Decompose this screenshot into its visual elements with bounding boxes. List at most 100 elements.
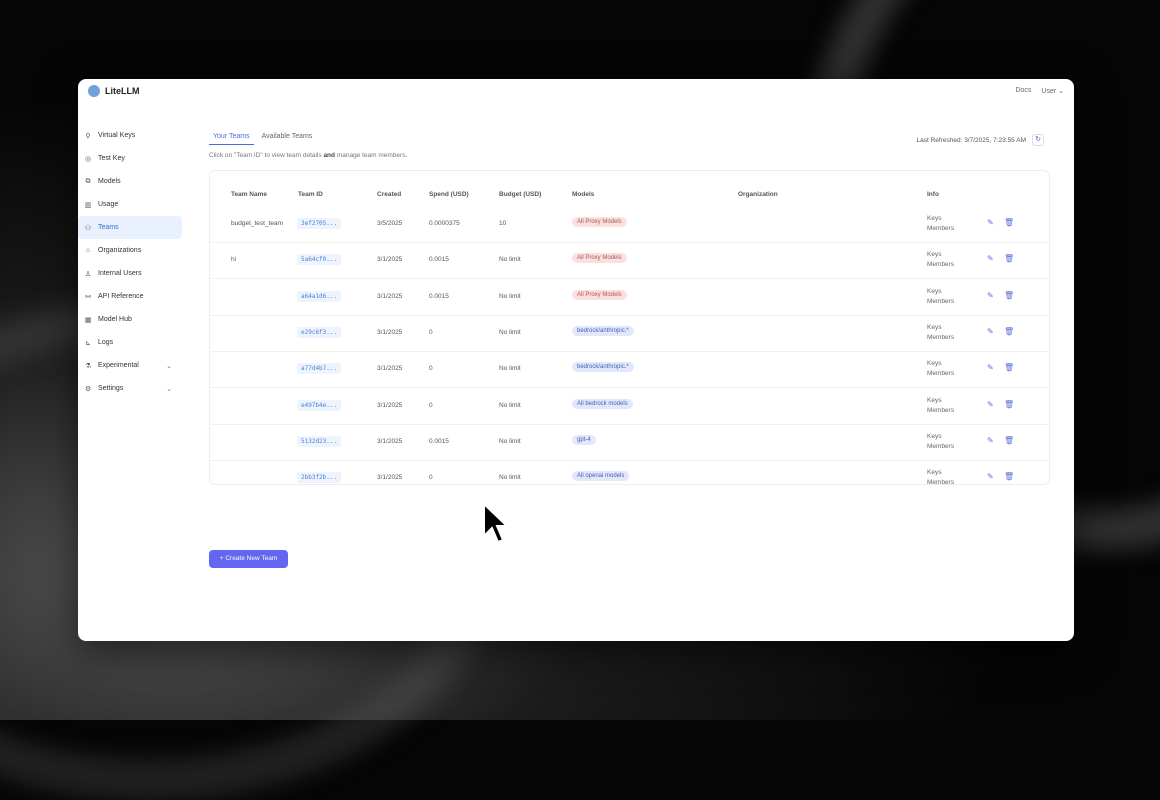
sidebar-item-label: Experimental [98,362,139,369]
team-id-link[interactable]: a64a1d6... [297,290,342,302]
line-chart-icon: ⊾ [85,339,91,347]
grid-icon: ▦ [84,316,92,324]
models-icon: ⧉ [85,177,91,185]
sidebar: ⚲ Virtual Keys ◎ Test Key ⧉ Models ▥ Usage ⚇ Team… [78,124,182,400]
sidebar-item-label: Virtual Keys [98,132,136,139]
docs-link[interactable]: Docs [1015,87,1032,94]
created: 3/5/2025 [377,220,403,227]
trash-icon[interactable]: 🗑 [1004,363,1015,373]
team-id-link[interactable]: 5a64cf0... [297,254,342,266]
spend: 0.0015 [429,256,449,264]
edit-icon[interactable]: ✎ [987,435,994,445]
spend: 0.0000375 [429,220,460,227]
trash-icon[interactable]: 🗑 [1004,399,1015,409]
col-budget: Budget (USD) [499,191,542,198]
team-id-link[interactable]: 2bb3f2b... [297,472,342,484]
sidebar-item-internal-users[interactable]: ♙ Internal Users [78,262,182,285]
col-spend: Spend (USD) [429,191,469,198]
edit-icon[interactable]: ✎ [987,254,994,264]
keys-label: Keys [927,251,942,259]
tab-available-teams[interactable]: Available Teams [261,133,313,140]
sidebar-item-label: Internal Users [98,270,142,277]
members-label: Members [927,370,955,378]
budget: No limit [499,474,521,482]
edit-icon[interactable]: ✎ [987,326,994,336]
sidebar-item-logs[interactable]: ⊾ Logs [78,331,182,354]
sidebar-item-settings[interactable]: ⚙ Settings ⌄ [78,377,182,400]
sidebar-item-virtual-keys[interactable]: ⚲ Virtual Keys [78,124,182,147]
members-label: Members [927,297,955,305]
trash-icon[interactable]: 🗑 [1004,254,1015,264]
sidebar-item-experimental[interactable]: ⚗ Experimental ⌄ [78,354,182,377]
table-row: 2bb3f2b... 3/1/2025 0 No limit All opena… [210,461,1049,485]
app-window: LiteLLM Docs User ⌄ ⚲ Virtual Keys ◎ Test K… [78,79,1074,641]
sidebar-item-model-hub[interactable]: ▦ Model Hub [78,308,182,331]
keys-label: Keys [927,469,942,477]
info: Keys Members [927,396,954,416]
keys-label: Keys [927,287,942,295]
sidebar-item-label: Models [98,178,121,185]
team-id-link[interactable]: a77d4b7... [297,363,342,375]
mouse-cursor-icon [483,502,508,544]
keys-label: Keys [927,215,942,222]
sidebar-item-test-key[interactable]: ◎ Test Key [78,147,182,170]
team-id-link[interactable]: e29c6f3... [297,326,342,338]
user-icon: ♙ [84,270,92,278]
sidebar-item-usage[interactable]: ▥ Usage [78,193,182,216]
keys-label: Keys [927,323,942,331]
user-menu[interactable]: User ⌄ [1041,87,1064,95]
table-row: e497b4e... 3/1/2025 0 No limit All bedro… [210,389,1049,425]
last-refreshed: Last Refreshed: 3/7/2025, 7:23:55 AM [916,136,1027,144]
create-new-team-button[interactable]: + Create New Team [209,550,288,568]
flask-icon: ⚗ [84,362,92,370]
sidebar-item-api-reference[interactable]: ⚯ API Reference [78,285,182,308]
info: Keys Members [927,214,954,234]
info: Keys Members [927,432,954,452]
trash-icon[interactable]: 🗑 [1004,472,1015,482]
created: 3/1/2025 [377,401,403,409]
trash-icon[interactable]: 🗑 [1004,218,1015,227]
budget: No limit [499,365,521,373]
col-models: Models [572,191,595,198]
sidebar-item-label: Teams [98,224,119,231]
edit-icon[interactable]: ✎ [987,399,994,409]
team-id-link[interactable]: 5132d23... [297,435,342,447]
created: 3/1/2025 [377,328,403,336]
sidebar-item-label: Organizations [98,247,142,254]
budget: No limit [499,292,521,300]
members-label: Members [927,442,955,450]
refresh-button[interactable]: ↻ [1032,134,1044,146]
trash-icon[interactable]: 🗑 [1004,326,1015,336]
members-label: Members [927,261,955,269]
trash-icon[interactable]: 🗑 [1004,435,1015,445]
members-label: Members [927,479,955,485]
model-badge: bedrock/anthropic.* [572,325,634,336]
team-id-link[interactable]: 3ef2705... [297,218,342,229]
team-id-link[interactable]: e497b4e... [297,399,342,411]
sidebar-item-label: Model Hub [98,316,132,323]
edit-icon[interactable]: ✎ [987,472,994,482]
tab-your-teams[interactable]: Your Teams [209,133,254,145]
spend: 0 [429,365,433,373]
sidebar-item-teams[interactable]: ⚇ Teams [78,216,182,239]
col-team-name: Team Name [231,191,268,198]
sidebar-item-models[interactable]: ⧉ Models [78,170,182,193]
model-badge: bedrock/anthropic.* [572,362,634,373]
table-row: hi 5a64cf0... 3/1/2025 0.0015 No limit A… [210,243,1049,280]
edit-icon[interactable]: ✎ [987,218,994,227]
key-icon: ⚲ [85,132,91,140]
chevron-down-icon: ⌄ [166,362,172,370]
edit-icon[interactable]: ✎ [987,290,994,300]
created: 3/1/2025 [377,365,403,373]
info: Keys Members [927,359,954,379]
sidebar-item-organizations[interactable]: ⌂ Organizations [78,239,182,262]
team-name: budget_test_team [231,220,284,227]
created: 3/1/2025 [377,474,403,482]
table-row: e29c6f3... 3/1/2025 0 No limit bedrock/a… [210,316,1049,352]
trash-icon[interactable]: 🗑 [1004,290,1015,300]
budget: No limit [499,401,521,409]
edit-icon[interactable]: ✎ [987,363,994,373]
logo[interactable]: LiteLLM [88,85,140,97]
info: Keys Members [927,323,954,343]
logo-icon [88,85,100,97]
